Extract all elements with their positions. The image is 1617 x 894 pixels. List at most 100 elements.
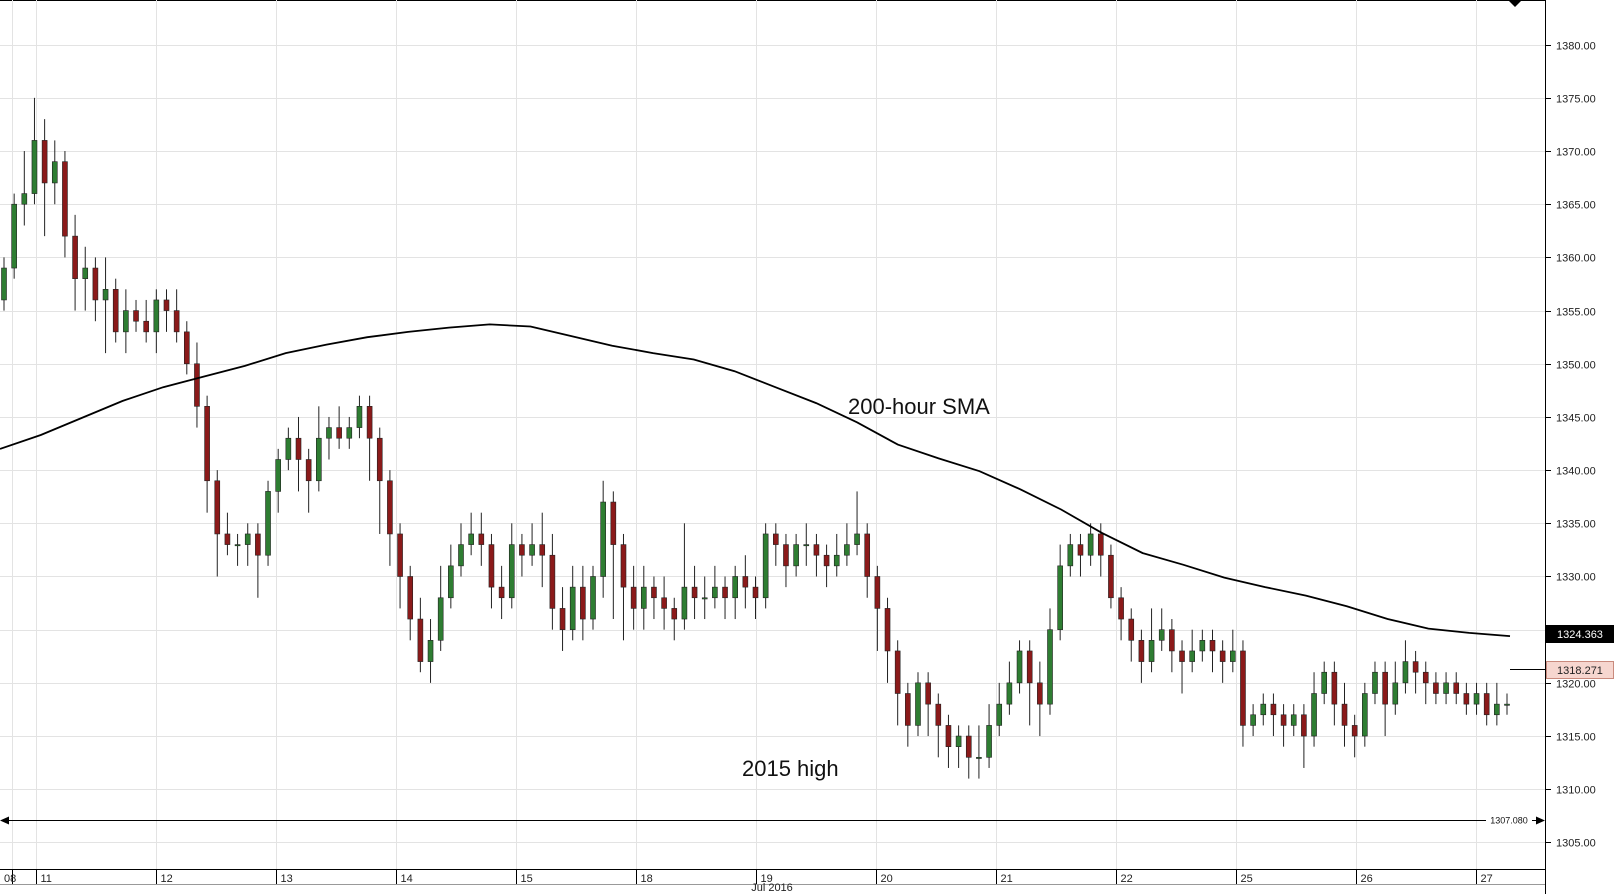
- time-axis: 08 11 12 13 14 15 18 19 20 21 22 25 26 27: [4, 869, 1493, 885]
- candle-down: [62, 161, 68, 237]
- candle-down: [92, 267, 99, 301]
- candle-up: [803, 544, 810, 547]
- candle-down: [691, 586, 698, 599]
- candle-up: [468, 533, 474, 545]
- candle-up: [833, 554, 840, 567]
- candle-down: [1138, 640, 1145, 662]
- candle-down: [1169, 629, 1175, 652]
- x-tick-label: 27: [1481, 873, 1493, 885]
- candle-down: [143, 320, 149, 333]
- y-tick-label: 1340.00: [1556, 466, 1596, 478]
- candle-down: [387, 480, 393, 535]
- y-tick-label: 1355.00: [1556, 307, 1596, 319]
- x-tick-label: 13: [281, 873, 293, 885]
- candle-down: [935, 703, 942, 726]
- candle-down: [1128, 618, 1135, 641]
- candle-down: [336, 427, 342, 439]
- x-tick-label: 26: [1361, 873, 1373, 885]
- y-tick-label: 1370.00: [1556, 147, 1596, 159]
- candle-up: [82, 267, 89, 279]
- candle-down: [478, 533, 485, 545]
- candle-down: [305, 459, 312, 482]
- x-tick-label: 22: [1121, 873, 1133, 885]
- candle-up: [569, 586, 576, 630]
- candlesticks: [1, 97, 1510, 779]
- x-tick-label: 11: [41, 873, 52, 885]
- candle-down: [1240, 650, 1246, 726]
- high-annotation: 2015 high: [742, 756, 839, 781]
- candle-down: [397, 533, 403, 577]
- candle-up: [1016, 650, 1023, 684]
- candle-up: [681, 586, 688, 620]
- candle-up: [275, 459, 281, 492]
- candle-down: [72, 235, 78, 279]
- candle-down: [376, 437, 383, 482]
- candle-up: [1189, 650, 1195, 662]
- candle-down: [823, 554, 830, 567]
- candle-up: [1230, 650, 1236, 662]
- month-label: Jul 2016: [751, 882, 793, 894]
- candle-down: [194, 363, 200, 407]
- candle-up: [600, 501, 606, 577]
- candle-up: [1443, 682, 1449, 694]
- candle-up: [1250, 714, 1256, 726]
- candle-down: [894, 650, 901, 694]
- y-tick-label: 1365.00: [1556, 200, 1596, 212]
- candle-down: [1026, 650, 1033, 684]
- candle-down: [133, 310, 139, 322]
- candle-down: [783, 544, 789, 567]
- y-tick-label: 1310.00: [1556, 785, 1596, 797]
- candle-down: [965, 735, 972, 758]
- candle-down: [173, 310, 180, 333]
- candle-up: [1260, 703, 1267, 716]
- candle-up: [1372, 671, 1378, 694]
- plot-background: [0, 0, 1545, 894]
- candle-down: [417, 618, 424, 662]
- candle-up: [1311, 693, 1317, 737]
- candle-down: [519, 544, 525, 556]
- candle-down: [1341, 703, 1348, 726]
- candle-up: [265, 491, 271, 556]
- candle-up: [1047, 629, 1053, 705]
- candle-down: [295, 437, 302, 460]
- candle-up: [732, 576, 738, 599]
- candle-down: [498, 586, 505, 599]
- candle-up: [285, 437, 292, 460]
- candle-up: [234, 544, 241, 547]
- candle-down: [1280, 714, 1287, 726]
- candle-up: [427, 640, 434, 662]
- candle-up: [793, 544, 799, 567]
- candle-up: [996, 703, 1003, 726]
- candle-up: [356, 406, 363, 428]
- candle-down: [549, 554, 556, 609]
- candle-up: [762, 533, 769, 599]
- candle-up: [326, 427, 332, 439]
- candle-up: [590, 576, 596, 620]
- candle-up: [31, 140, 38, 194]
- candle-up: [955, 735, 962, 747]
- grid: [0, 0, 1545, 869]
- candle-up: [448, 565, 454, 599]
- candle-down: [1270, 703, 1277, 716]
- reference-price-label: 1307.080: [1490, 816, 1528, 826]
- candle-down: [925, 682, 931, 705]
- candle-down: [204, 406, 210, 482]
- candle-down: [366, 406, 373, 439]
- sma-value-tag: 1324.363: [1546, 625, 1614, 643]
- candle-down: [1382, 671, 1388, 705]
- candle-down: [1463, 693, 1470, 705]
- candle-down: [651, 586, 657, 599]
- candle-up: [1199, 640, 1206, 652]
- sma-annotation: 200-hour SMA: [848, 394, 990, 419]
- candle-down: [488, 544, 495, 588]
- candle-up: [11, 203, 17, 269]
- y-tick-label: 1330.00: [1556, 572, 1596, 584]
- candle-down: [874, 576, 881, 609]
- candle-up: [1, 267, 7, 301]
- candle-down: [661, 597, 667, 609]
- candle-down: [1331, 671, 1338, 705]
- candle-down: [255, 533, 261, 556]
- candle-down: [945, 725, 952, 747]
- candle-down: [671, 608, 678, 620]
